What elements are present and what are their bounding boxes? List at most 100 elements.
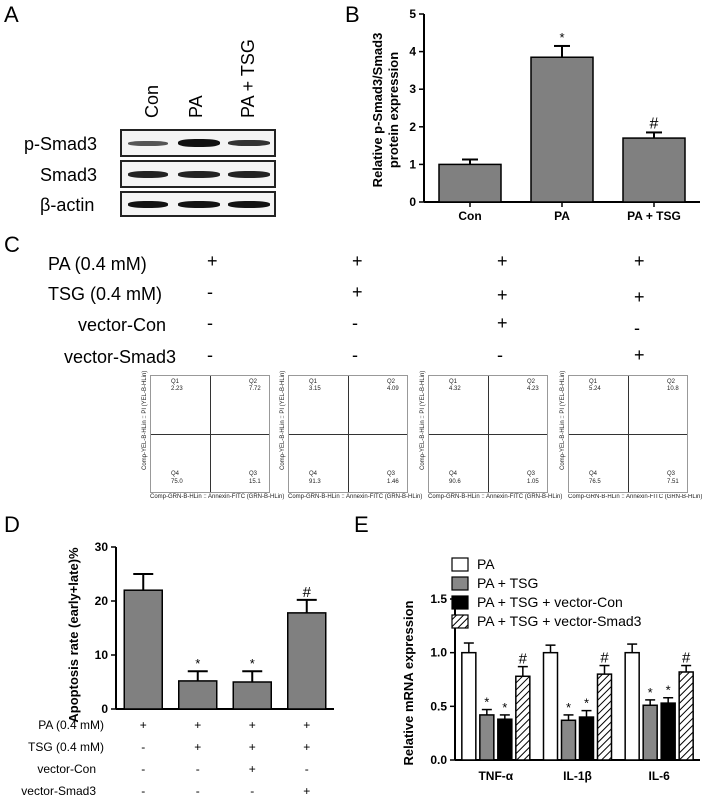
chart-b-ytick-label: 5 (409, 7, 416, 21)
flow4-q2: Q2 (667, 379, 676, 385)
band-actin-tsg (228, 201, 270, 208)
chart-d-annotation: # (303, 584, 312, 601)
flow1-q1: Q1 (171, 379, 180, 385)
chart-d-treatment-label: PA (0.4 mM) (38, 718, 104, 732)
chart-e-annotation: * (502, 700, 507, 715)
flow-plot-4: Q1 5.24 Q2 10.8 Q4 76.5 Q3 7.51 (568, 375, 688, 493)
chart-e-ytick-label: 1.5 (430, 592, 447, 606)
flow3-q2v: 4.23 (527, 386, 539, 392)
chart-b-xtick-label: PA (554, 209, 570, 223)
chart-b-bar (530, 56, 594, 203)
chart-e-xtick-label: IL-6 (648, 769, 670, 783)
chart-d-treatment-sign: + (194, 740, 201, 754)
chart-e-legend-label: PA + TSG + vector-Smad3 (477, 613, 642, 629)
flow3-q1: Q1 (449, 379, 458, 385)
chart-d-annotation: * (195, 656, 200, 671)
chart-e-legend-label: PA + TSG (477, 575, 538, 591)
flow2-q2v: 4.09 (387, 386, 399, 392)
band-smad3-pa (178, 171, 220, 178)
flow3-xaxis: Comp-GRN-B-HLin :: Annexin-FITC (GRN-B-H… (428, 494, 563, 500)
chart-b-bar (438, 163, 502, 203)
sign-c-0-1: + (352, 251, 363, 271)
flow4-yaxis: Comp-YEL-B-HLin :: PI (YEL-B-HLin) (560, 370, 566, 470)
flow-plot-1: Q1 2.23 Q2 7.72 Q4 75.0 Q3 15.1 (150, 375, 270, 493)
flow3-q2: Q2 (527, 379, 536, 385)
chart-d-treatment-sign: + (249, 718, 256, 732)
chart-e-legend-label: PA + TSG + vector-Con (477, 594, 623, 610)
chart-d-bar (123, 589, 163, 710)
chart-e-bar (560, 719, 577, 761)
sign-c-3-3: + (634, 345, 645, 365)
chart-d-ytick-label: 0 (101, 702, 108, 716)
panel-label-c: C (4, 232, 20, 257)
chart-e-legend-swatch (451, 614, 469, 629)
flow3-q4v: 90.6 (449, 479, 461, 485)
flow1-q4v: 75.0 (171, 479, 183, 485)
sign-c-2-3: - (634, 318, 640, 338)
treat-label-vsmad3: vector-Smad3 (64, 347, 177, 367)
chart-d-treatment-sign: + (303, 740, 310, 754)
chart-b-ytick-label: 0 (409, 195, 416, 209)
sign-c-1-0: - (207, 282, 213, 302)
flow2-xaxis: Comp-GRN-B-HLin :: Annexin-FITC (GRN-B-H… (288, 494, 423, 500)
chart-e-annotation: * (584, 696, 589, 711)
band-actin-pa (178, 201, 220, 208)
chart-b-ylabel-1: Relative p-Smad3/Smad3 (370, 33, 385, 188)
flow4-q3: Q3 (667, 471, 676, 477)
treat-label-tsg: TSG (0.4 mM) (48, 284, 163, 304)
chart-b-plot: 0 1 2 3 4 5 Con * PA # PA + TSG (409, 7, 700, 223)
flow4-q1v: 5.24 (589, 386, 601, 392)
lane-label-pa: PA (186, 95, 206, 118)
flow1-q2: Q2 (249, 379, 258, 385)
chart-d-treatment-sign: - (250, 784, 254, 798)
flow4-q2v: 10.8 (667, 386, 679, 392)
chart-d-ylabel: Apoptosis rate (early+late)% (66, 547, 81, 723)
flow3-q1v: 4.32 (449, 386, 461, 392)
chart-e-annotation: # (519, 651, 528, 668)
flow2-q1v: 3.15 (309, 386, 321, 392)
chart-d-treatment-sign: + (303, 784, 310, 798)
band-psmad3-tsg (228, 140, 270, 146)
flow3-yaxis: Comp-YEL-B-HLin :: PI (YEL-B-HLin) (420, 370, 426, 470)
chart-e-legend-label: PA (477, 556, 495, 572)
chart-e-plot: 0.0 0.5 1.0 1.5 * * # TNF-α * * # IL-1β * * # IL-6 PA PA … (430, 556, 700, 783)
chart-b-xtick-label: PA + TSG (627, 209, 681, 223)
chart-e-bar (624, 651, 640, 761)
sign-c-3-2: - (497, 345, 503, 365)
flow-gate-h (429, 434, 547, 435)
chart-b-annotation: * (559, 30, 564, 45)
blot-row-label-actin: β-actin (40, 195, 95, 215)
chart-d-plot: 0 10 20 30 * * # PA (0.4 mM) + + + + TSG (0.4 mM) - + +… (21, 540, 334, 798)
chart-d-treatment-sign: - (196, 784, 200, 798)
chart-e-bar (642, 704, 658, 761)
sign-c-1-1: + (352, 282, 363, 302)
flow2-q3v: 1.46 (387, 479, 399, 485)
blot-row-label-smad3: Smad3 (40, 165, 98, 185)
chart-e-annotation: # (682, 650, 691, 667)
chart-d-treatment-sign: - (196, 762, 200, 776)
flow4-q4v: 76.5 (589, 479, 601, 485)
flow2-yaxis: Comp-YEL-B-HLin :: PI (YEL-B-HLin) (280, 370, 286, 470)
chart-d-treatment-sign: + (140, 718, 147, 732)
chart-e-bar (515, 675, 531, 761)
band-smad3-con (128, 171, 168, 178)
band-smad3-tsg (228, 171, 270, 178)
flow2-q2: Q2 (387, 379, 396, 385)
flow-plot-3: Q1 4.32 Q2 4.23 Q4 90.6 Q3 1.05 (428, 375, 548, 493)
panel-label-b: B (345, 2, 360, 27)
chart-d-annotation: * (250, 656, 255, 671)
chart-b-annotation: # (650, 115, 659, 132)
chart-e-legend-swatch (451, 576, 469, 591)
sign-c-2-0: - (207, 313, 213, 333)
flow1-yaxis: Comp-YEL-B-HLin :: PI (YEL-B-HLin) (142, 370, 148, 470)
chart-e: Relative mRNA expression 0.0 0.5 1.0 1.5 * * #… (401, 556, 700, 783)
chart-e-bar (461, 651, 477, 761)
chart-e-annotation: * (484, 695, 489, 710)
panel-label-a: A (4, 2, 19, 27)
chart-d-treatment-sign: + (249, 740, 256, 754)
lane-label-pa-tsg: PA + TSG (238, 39, 258, 118)
flow1-q1v: 2.23 (171, 386, 183, 392)
chart-e-annotation: * (666, 683, 671, 698)
band-actin-con (128, 201, 168, 208)
blot-psmad3 (120, 129, 276, 157)
